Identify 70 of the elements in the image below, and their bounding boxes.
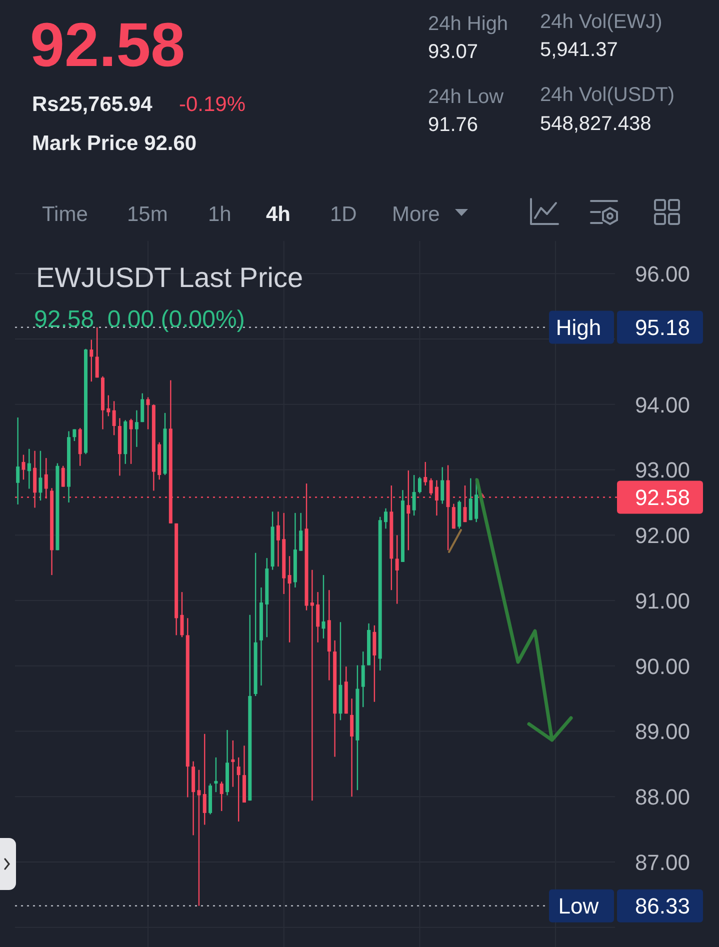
text: EWJUSDT Last Price (36, 262, 304, 293)
candlestick (299, 512, 303, 552)
text: 24h Vol(EWJ) (540, 11, 662, 33)
y-tick-label: 93.00 (634, 458, 690, 483)
candlestick (197, 769, 201, 906)
text: High 95.18 (556, 315, 690, 340)
candlestick (322, 574, 326, 640)
candlestick (361, 650, 365, 708)
candlestick (146, 396, 150, 430)
candlestick (22, 454, 26, 480)
candlestick (140, 392, 144, 423)
candlestick (112, 400, 116, 436)
text: Time (42, 203, 88, 226)
candlestick (384, 508, 388, 530)
text: 4h (266, 203, 291, 226)
y-tick-label: 92.00 (634, 523, 690, 548)
text: 1h (208, 203, 232, 226)
y-tick-label: 87.00 (634, 850, 690, 875)
y-tick-label: 91.00 (634, 588, 690, 614)
text: -0.19% (179, 93, 246, 116)
text: 93.07 (428, 41, 478, 63)
candlestick (106, 394, 110, 417)
candlestick (395, 534, 399, 604)
text: 15m (127, 203, 168, 226)
candlestick (202, 733, 206, 826)
candlestick (90, 339, 94, 382)
y-tick-label: 90.00 (634, 654, 690, 679)
candlestick (276, 511, 280, 568)
text: 24h Low (428, 86, 504, 108)
candlestick (220, 781, 224, 812)
text: 92.58 (30, 11, 186, 80)
candlestick (27, 448, 31, 490)
text: 548,827.438 (540, 113, 652, 135)
text: Mark Price 92.60 (32, 132, 197, 155)
candlestick (350, 698, 354, 798)
candlestick (134, 410, 138, 448)
candlestick (468, 478, 472, 521)
candlestick (16, 416, 20, 506)
text: 91.76 (428, 114, 478, 136)
candlestick (214, 756, 218, 793)
candlestick (236, 756, 240, 822)
text: 24h High (428, 13, 508, 35)
candlestick (310, 569, 314, 802)
candlestick (412, 474, 416, 516)
candlestick (288, 555, 292, 643)
text: 5,941.37 (540, 39, 618, 61)
candlestick (434, 480, 438, 516)
candlestick (418, 476, 422, 494)
y-tick-label: 89.00 (634, 719, 690, 744)
candlestick (316, 591, 320, 643)
candlestick (452, 503, 456, 530)
candlestick (372, 624, 376, 702)
y-tick-label: 94.00 (634, 392, 690, 418)
candlestick (424, 461, 428, 486)
candlestick (231, 740, 235, 788)
ref-line-label: 92.58 (634, 485, 690, 510)
candlestick (61, 465, 65, 488)
candlestick (95, 326, 99, 378)
text: More (392, 203, 440, 226)
text: Low 86.33 (558, 894, 690, 919)
candlestick (180, 591, 184, 638)
candlestick (129, 418, 133, 465)
text: Rs25,765.94 (32, 93, 153, 116)
y-tick-label: 96.00 (634, 262, 690, 287)
text: 24h Vol(USDT) (540, 84, 674, 106)
candlestick (38, 450, 42, 502)
text: 92.58 0.00 (0.00%) (34, 306, 245, 333)
y-tick-label: 88.00 (634, 784, 690, 810)
text: 1D (330, 203, 357, 226)
candlestick (440, 466, 444, 504)
